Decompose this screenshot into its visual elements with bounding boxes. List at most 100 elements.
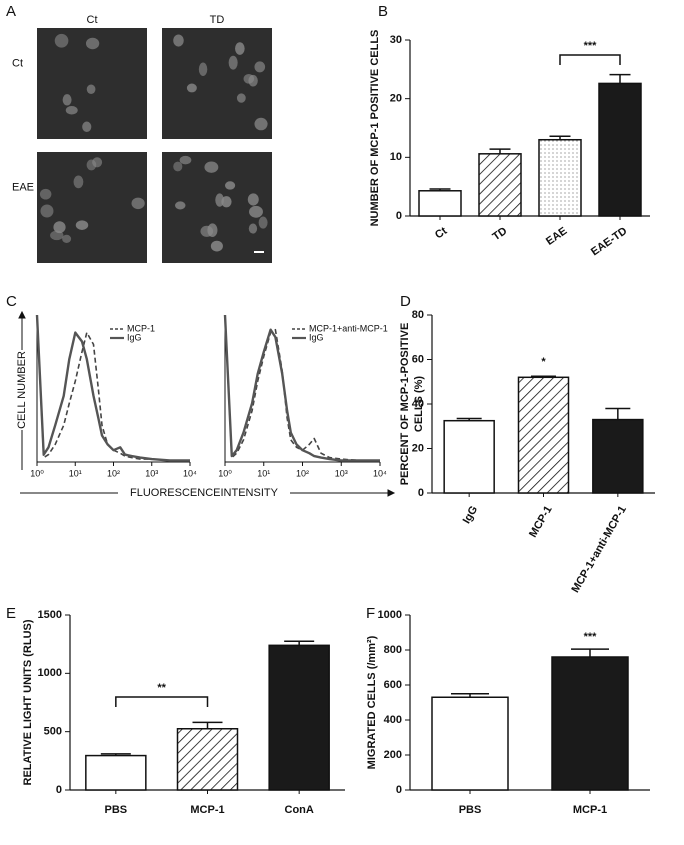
error-bar — [609, 73, 631, 84]
y-axis-label: RELATIVE LIGHT UNITS (RLUS) — [22, 619, 34, 785]
legend-label: IgG — [127, 332, 142, 342]
x-tick-label: 10¹ — [257, 468, 270, 478]
cell — [73, 175, 84, 189]
column-label: Ct — [87, 14, 98, 26]
cell — [247, 193, 259, 206]
cell — [249, 205, 263, 218]
y-tick-label: 600 — [384, 679, 402, 691]
panel-letter: B — [378, 3, 388, 20]
cell — [86, 159, 97, 171]
micrograph — [162, 152, 272, 263]
cell — [175, 201, 186, 210]
cell — [254, 61, 266, 73]
bar — [268, 644, 330, 791]
y-tick-label: 1500 — [38, 609, 62, 621]
cell — [228, 55, 238, 70]
error-bar — [100, 753, 131, 756]
cell — [248, 223, 258, 234]
x-tick-label: MCP-1+anti-MCP-1 — [570, 504, 629, 595]
error-bar — [549, 135, 571, 140]
significance-label: ** — [157, 682, 166, 694]
panel-letter: D — [400, 293, 411, 310]
y-tick-label: 0 — [396, 210, 402, 222]
cell — [39, 188, 52, 200]
bar — [538, 138, 582, 217]
cell — [54, 33, 69, 48]
y-tick-label: 30 — [390, 34, 402, 46]
x-tick-label: 10⁰ — [30, 468, 44, 478]
bar — [598, 82, 642, 217]
cell — [254, 117, 268, 131]
y-tick-label: 20 — [390, 93, 402, 105]
cell — [179, 155, 192, 165]
cell — [65, 105, 78, 115]
cell — [173, 161, 183, 172]
y-axis-label: MIGRATED CELLS (/mm²) — [366, 635, 378, 769]
cell — [53, 221, 66, 234]
histogram-line — [35, 314, 190, 462]
x-tick-label: 10⁴ — [373, 468, 387, 478]
y-tick-label: 10 — [390, 151, 402, 163]
significance-bracket — [115, 696, 209, 707]
y-tick-label: 1000 — [38, 667, 62, 679]
row-label: Ct — [12, 57, 23, 69]
error-bar — [571, 648, 609, 657]
y-axis-label: NUMBER OF MCP-1 POSITIVE CELLS — [369, 30, 381, 227]
x-tick-label: MCP-1 — [573, 804, 607, 816]
y-tick-label: 1000 — [378, 609, 402, 621]
error-bar — [456, 417, 482, 421]
y-tick-label: 40 — [412, 398, 424, 410]
histogram-line — [223, 314, 380, 462]
bar — [478, 153, 522, 217]
x-tick-label: ConA — [285, 804, 314, 816]
x-tick-label: 10³ — [145, 468, 158, 478]
x-tick-label: 10¹ — [69, 468, 82, 478]
micrograph — [37, 152, 147, 263]
y-tick-label: 0 — [418, 487, 424, 499]
cell — [40, 204, 54, 218]
error-bar — [284, 640, 315, 646]
cell — [82, 121, 92, 133]
cell — [258, 216, 268, 229]
legend-label: MCP-1 — [127, 323, 155, 333]
y-tick-label: 200 — [384, 749, 402, 761]
x-tick-label: MCP-1 — [190, 804, 224, 816]
x-tick-label: EAE — [544, 225, 569, 248]
x-tick-label: 10⁰ — [218, 468, 232, 478]
x-tick-label: IgG — [461, 504, 481, 526]
y-tick-label: 80 — [412, 309, 424, 321]
cell — [131, 197, 145, 210]
panel-letter: E — [6, 605, 16, 622]
cell — [200, 225, 214, 237]
bar — [443, 419, 495, 494]
bar — [592, 418, 644, 494]
x-tick-label: PBS — [459, 804, 482, 816]
cell — [198, 62, 208, 77]
axis-arrows — [18, 310, 396, 497]
bar — [418, 190, 462, 217]
error-bar — [451, 693, 489, 698]
panel-letter: A — [6, 3, 16, 20]
cell — [85, 37, 100, 50]
error-bar — [429, 188, 451, 191]
cell — [86, 84, 96, 95]
y-axis-label: CELLS (%) — [413, 376, 425, 433]
significance-label: *** — [584, 40, 598, 52]
error-bar — [192, 721, 223, 729]
y-tick-label: 60 — [412, 353, 424, 365]
y-axis-label: PERCENT OF MCP-1-POSITIVE — [399, 323, 411, 486]
cell — [204, 161, 219, 173]
significance-label: * — [541, 356, 546, 368]
x-tick-label: 10² — [296, 468, 309, 478]
y-tick-label: 20 — [412, 442, 424, 454]
significance-label: *** — [584, 631, 598, 643]
x-tick-label: 10⁴ — [183, 468, 197, 478]
cell — [210, 240, 223, 252]
cell — [75, 220, 89, 230]
cell — [225, 181, 236, 190]
cell — [186, 83, 197, 93]
x-tick-label: 10² — [107, 468, 120, 478]
cell — [62, 234, 72, 244]
bar — [176, 728, 239, 791]
panel-letter: C — [6, 293, 17, 310]
